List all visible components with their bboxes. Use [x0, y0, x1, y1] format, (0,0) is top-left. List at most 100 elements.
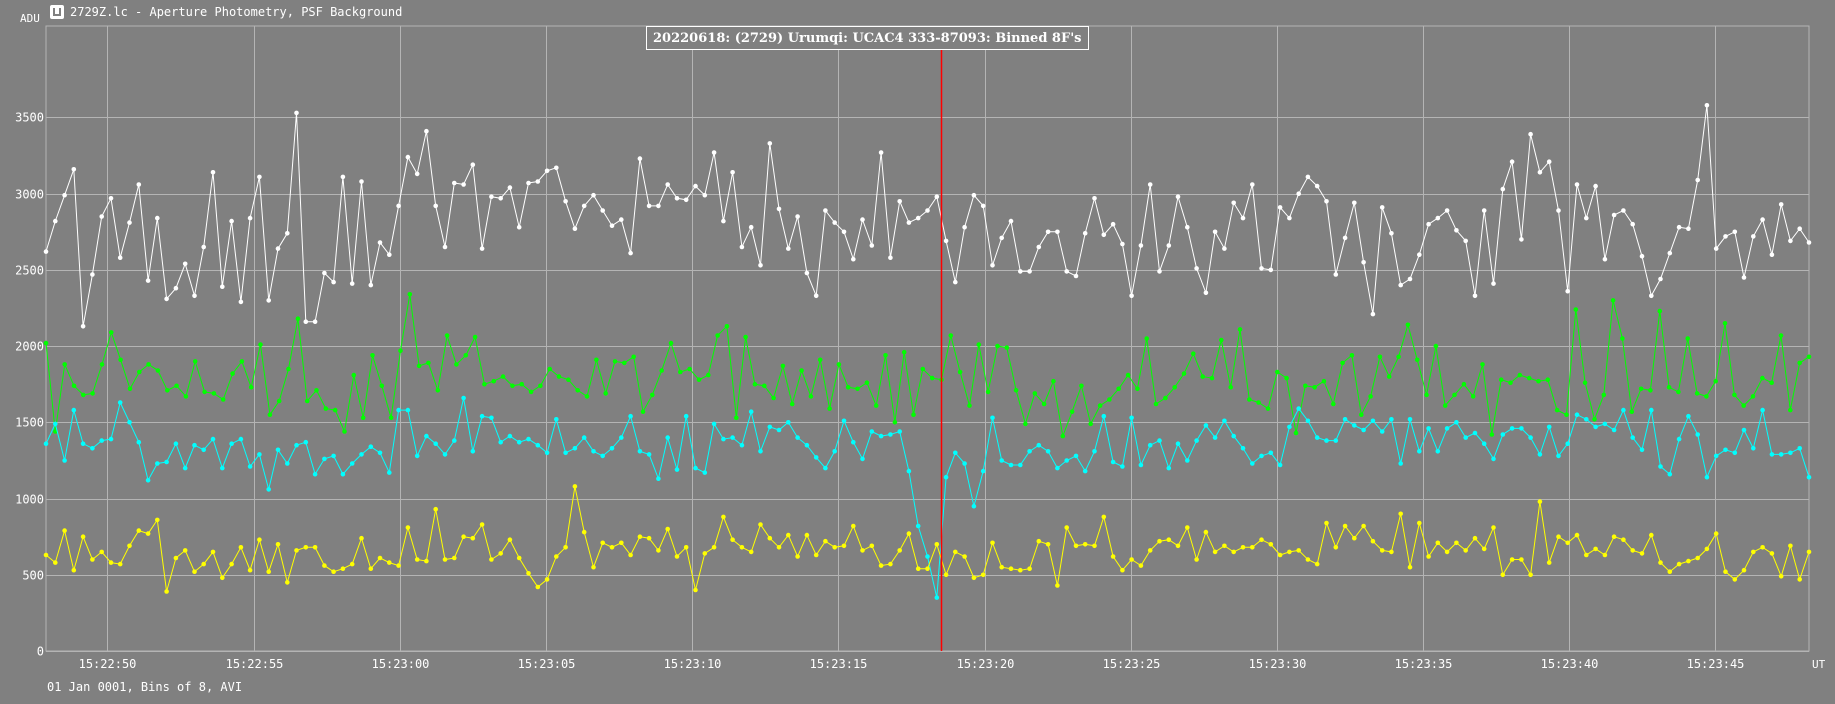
data-point	[1045, 542, 1051, 547]
data-point	[1610, 298, 1616, 303]
data-point	[656, 203, 661, 209]
y-tick-label: 3000	[15, 188, 44, 202]
data-point	[145, 278, 151, 283]
data-point	[999, 235, 1004, 241]
data-point	[414, 557, 420, 562]
data-point	[1528, 572, 1533, 578]
data-point	[1565, 288, 1570, 294]
data-point	[1638, 386, 1644, 392]
y-tick-label: 0	[37, 645, 44, 659]
data-point	[1277, 552, 1283, 558]
data-point	[1611, 534, 1617, 539]
data-point	[387, 560, 392, 565]
data-point	[1417, 449, 1422, 454]
data-point	[396, 203, 401, 209]
data-point	[1259, 537, 1264, 542]
y-axis-label: ADU	[20, 12, 40, 25]
data-point	[433, 203, 439, 209]
data-point	[1135, 386, 1140, 392]
data-point	[294, 442, 299, 448]
data-point	[1129, 557, 1134, 562]
data-point	[470, 162, 476, 167]
data-point	[498, 196, 504, 201]
data-point	[888, 255, 893, 260]
data-point	[442, 244, 448, 250]
data-point	[1287, 549, 1292, 555]
data-point	[674, 196, 680, 201]
data-point	[491, 378, 497, 384]
data-point	[1342, 523, 1348, 529]
data-point	[1018, 462, 1023, 468]
data-point	[1732, 392, 1737, 398]
data-point	[1305, 418, 1311, 424]
data-point	[1806, 474, 1812, 480]
data-point	[1405, 322, 1411, 328]
data-point	[379, 383, 385, 389]
data-point	[1611, 427, 1617, 433]
data-point	[90, 446, 95, 451]
data-point	[581, 203, 587, 209]
data-point	[396, 563, 401, 568]
data-point	[1760, 545, 1765, 550]
data-point	[1013, 388, 1019, 393]
data-point	[1303, 383, 1308, 389]
data-point	[1491, 281, 1496, 286]
data-point	[1472, 430, 1478, 436]
data-point	[1417, 520, 1422, 526]
data-point	[1601, 392, 1607, 398]
data-point	[591, 192, 596, 198]
data-point	[878, 433, 884, 439]
data-point	[1582, 380, 1588, 386]
data-point	[1240, 446, 1246, 451]
data-point	[1268, 542, 1274, 547]
data-point	[1686, 558, 1691, 564]
data-point	[257, 174, 262, 180]
data-point	[1621, 537, 1626, 542]
data-point	[1554, 407, 1560, 413]
data-point	[294, 548, 299, 553]
data-point	[377, 555, 383, 561]
data-point	[1398, 511, 1403, 517]
data-point	[99, 438, 104, 443]
data-point	[387, 470, 392, 475]
data-point	[1389, 549, 1394, 555]
data-point	[693, 183, 698, 189]
data-point	[948, 333, 954, 338]
data-point	[1797, 226, 1802, 231]
data-point	[1008, 218, 1014, 224]
data-point	[535, 442, 541, 448]
data-point	[883, 353, 888, 358]
data-point	[1231, 200, 1236, 206]
data-point	[823, 465, 828, 471]
data-point	[1704, 103, 1710, 108]
data-point	[1741, 427, 1747, 433]
data-point	[1361, 260, 1366, 265]
data-point	[1101, 232, 1107, 238]
data-point	[1602, 256, 1608, 262]
data-point	[1704, 394, 1709, 399]
x-tick-label: 15:23:05	[518, 657, 576, 671]
data-point	[435, 388, 441, 393]
data-point	[1546, 560, 1552, 565]
data-point	[210, 170, 216, 175]
data-point	[507, 433, 513, 439]
data-point	[967, 403, 972, 408]
data-point	[489, 415, 494, 421]
data-point	[1611, 212, 1617, 218]
data-point	[1778, 452, 1784, 457]
data-point	[1463, 238, 1468, 244]
data-point	[1806, 240, 1812, 245]
data-point	[925, 566, 930, 571]
data-point	[332, 407, 338, 413]
data-point	[1321, 378, 1327, 384]
data-point	[136, 439, 142, 445]
window-titlebar: 2729Z.lc - Aperture Photometry, PSF Back…	[50, 3, 402, 21]
x-tick-label: 15:23:20	[957, 657, 1015, 671]
data-point	[312, 319, 318, 325]
data-point	[953, 450, 958, 456]
data-point	[795, 214, 800, 219]
data-point	[470, 449, 476, 454]
data-point	[1163, 395, 1168, 401]
data-point	[1396, 354, 1401, 360]
